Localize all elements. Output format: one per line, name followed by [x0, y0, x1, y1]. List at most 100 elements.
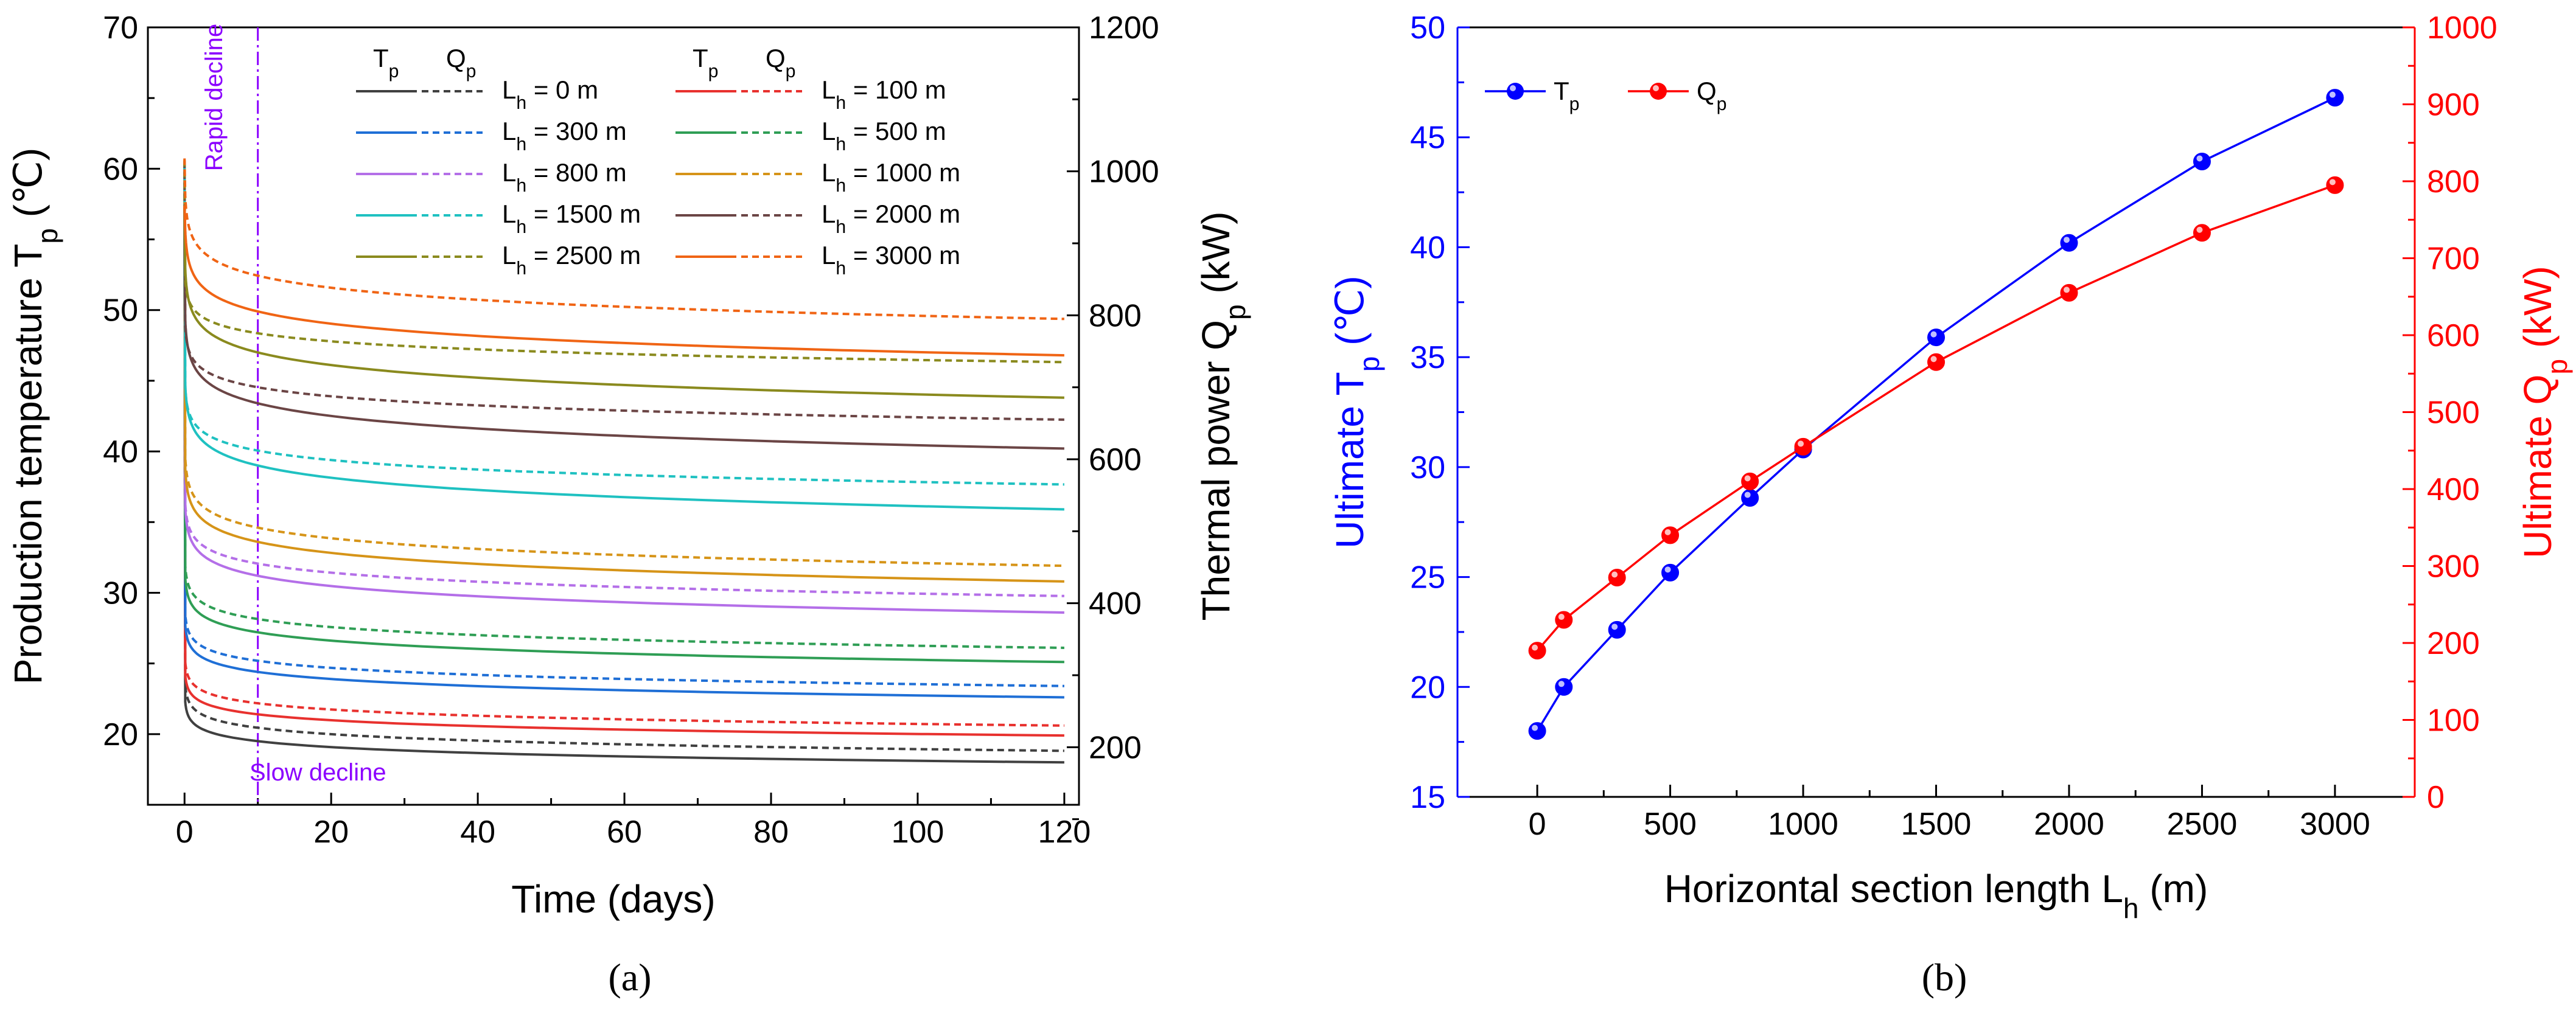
legend-label-3: Lh = 500 m: [822, 117, 946, 155]
legend-label-sub: h: [836, 176, 846, 196]
data-point-Tp: [1555, 678, 1573, 696]
y-right-axis-label-b-part-0: Ultimate Q: [2516, 375, 2560, 558]
panel-a: 0 20 40 60 80 100 120 20 30 40 50 60 70 200 400 600 800 1…: [6, 10, 1251, 999]
tp-curve-6: [183, 209, 1064, 511]
y-right-tick-label-a: 800: [1089, 298, 1142, 333]
qp-curve-3: [183, 167, 1064, 649]
qp-curve-5: [183, 164, 1064, 568]
x-tick-label-a: 120: [1038, 815, 1091, 850]
data-point-highlight-Qp: [1798, 440, 1804, 447]
legend-header-qp-main: Q: [766, 44, 786, 72]
y-left-axis-label-b: Ultimate Tp (℃): [1328, 276, 1385, 548]
legend-label-9: Lh = 3000 m: [822, 241, 960, 279]
data-point-Qp: [2193, 224, 2211, 242]
tp-curve-0: [183, 218, 1064, 764]
legend-label-rest: = 0 m: [526, 75, 598, 104]
y-right-axis-label-a: Thermal power Qp (kW): [1194, 212, 1251, 621]
x-tick-label-b: 1000: [1768, 807, 1838, 842]
y-left-axis-label-b-part-2: (℃): [1328, 276, 1372, 356]
legend-label-main: L: [822, 117, 836, 145]
plot-frame-a: [147, 26, 1080, 806]
series-line-Qp: [1536, 184, 2336, 651]
legend-label-main: L: [502, 241, 516, 269]
legend-label-Tp: Tp: [1554, 77, 1579, 114]
qp-curve-2: [183, 168, 1064, 687]
data-point-highlight-Qp: [2063, 287, 2070, 293]
y-right-axis-label-b-part-2: (kW): [2516, 266, 2560, 359]
x-tick-label-b: 0: [1529, 807, 1546, 842]
y-left-axis-label-a-part-1: p: [32, 228, 63, 244]
legend-label-rest: = 1500 m: [526, 200, 641, 228]
y-left-tick-label-a: 40: [103, 434, 138, 470]
data-point-highlight-Tp: [1744, 492, 1751, 498]
y-right-tick-label-a: 1000: [1089, 155, 1159, 190]
tp-curve-1: [183, 217, 1064, 737]
legend-header-tp: Tp: [373, 44, 399, 82]
legend-label-2: Lh = 300 m: [502, 117, 627, 155]
data-point-highlight-Qp: [2329, 179, 2336, 186]
legend-label-main: Q: [1697, 77, 1717, 105]
y-left-tick-label-b: 40: [1410, 230, 1445, 265]
panel-b: 0 500 1000 1500 2000 2500 30001520253035404550…: [1328, 10, 2573, 999]
y-left-axis-label-a-part-2: (℃): [6, 148, 50, 228]
legend-label-rest: = 1000 m: [846, 158, 960, 187]
x-tick-label-b: 2500: [2167, 807, 2238, 842]
y-right-axis-label-b: Ultimate Qp (kW): [2516, 266, 2573, 558]
legend-label-sub: p: [1569, 94, 1580, 114]
data-point-Tp: [1927, 328, 1945, 347]
y-right-tick-label-b: 700: [2427, 241, 2480, 277]
legend-label-sub: h: [836, 93, 846, 113]
legend-label-rest: = 2500 m: [526, 241, 641, 269]
legend-label-8: Lh = 2500 m: [502, 241, 641, 279]
legend-label-sub: h: [516, 134, 526, 155]
data-point-Qp: [1794, 437, 1812, 456]
data-point-highlight-Qp: [1532, 644, 1538, 651]
qp-curve-4: [183, 165, 1064, 597]
legend-label-sub: h: [836, 259, 846, 279]
legend-header-tp-sub: p: [708, 61, 719, 82]
legend-label-Qp: Qp: [1697, 77, 1727, 114]
y-right-tick-label-b: 600: [2427, 318, 2480, 353]
tp-curve-2: [183, 215, 1064, 699]
y-left-tick-label-b: 30: [1410, 450, 1445, 485]
legend-header-qp-sub: p: [786, 61, 796, 82]
y-left-tick-label-b: 25: [1410, 560, 1445, 596]
y-left-tick-label-b: 50: [1410, 10, 1445, 46]
legend-label-rest: = 800 m: [526, 158, 627, 187]
legend-label-main: L: [502, 158, 516, 187]
legend-label-sub: h: [516, 176, 526, 196]
legend-label-rest: = 300 m: [526, 117, 627, 145]
legend-label-rest: = 2000 m: [846, 200, 960, 228]
legend-label-sub: h: [516, 93, 526, 113]
y-right-axis-label-a-part-1: p: [1220, 304, 1251, 320]
data-point-highlight-Tp: [1611, 624, 1618, 630]
y-right-tick-label-b: 1000: [2427, 10, 2497, 46]
y-left-tick-label-a: 70: [103, 10, 138, 46]
y-left-axis-label-b-part-1: p: [1353, 356, 1385, 372]
data-point-highlight-Tp: [1930, 331, 1937, 338]
y-right-tick-label-b: 400: [2427, 472, 2480, 507]
y-right-tick-label-b: 200: [2427, 626, 2480, 661]
data-point-highlight-Tp: [2329, 91, 2336, 98]
x-axis-label-b-part-1: h: [2123, 892, 2139, 924]
x-tick-label-a: 40: [460, 815, 495, 850]
y-right-tick-label-a: 400: [1089, 586, 1142, 622]
x-tick-label-b: 2000: [2034, 807, 2104, 842]
y-right-tick-label-b: 500: [2427, 395, 2480, 431]
data-point-highlight-Tp: [2063, 237, 2070, 243]
data-point-Tp: [2326, 89, 2344, 107]
y-left-axis-label-b-part-0: Ultimate T: [1328, 372, 1372, 548]
y-left-tick-label-b: 35: [1410, 340, 1445, 375]
legend-label-sub: h: [836, 217, 846, 237]
legend-label-sub: p: [1717, 94, 1727, 114]
legend-label-main: L: [502, 75, 516, 104]
x-tick-label-b: 3000: [2300, 807, 2370, 842]
qp-curve-8: [183, 159, 1064, 364]
data-point-Tp: [1661, 563, 1680, 582]
y-left-tick-label-b: 20: [1410, 670, 1445, 705]
legend-label-sub: h: [836, 134, 846, 155]
data-point-Qp: [1528, 642, 1546, 660]
legend-label-main: L: [502, 200, 516, 228]
data-point-Tp: [1741, 488, 1759, 507]
data-point-Qp: [1661, 526, 1680, 544]
